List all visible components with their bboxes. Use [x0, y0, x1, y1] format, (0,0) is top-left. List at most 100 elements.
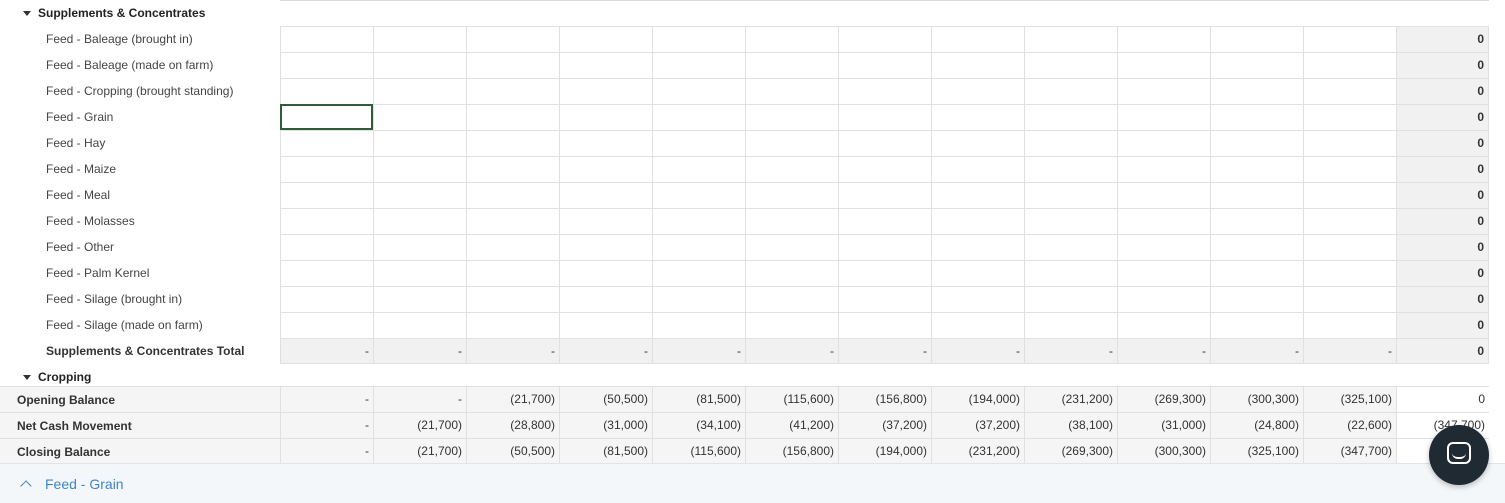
month-input-cell[interactable]: [652, 234, 745, 260]
month-input-cell[interactable]: [1210, 156, 1303, 182]
month-input-cell[interactable]: [652, 78, 745, 104]
month-input-cell[interactable]: [931, 156, 1024, 182]
month-input-cell[interactable]: [931, 182, 1024, 208]
month-input-cell[interactable]: [1024, 52, 1117, 78]
month-input-cell[interactable]: [373, 52, 466, 78]
month-input-cell[interactable]: [559, 286, 652, 312]
month-input-cell[interactable]: [1303, 286, 1396, 312]
month-input-cell[interactable]: [1303, 130, 1396, 156]
month-input-cell[interactable]: [373, 260, 466, 286]
month-input-cell[interactable]: [373, 26, 466, 52]
month-input-cell[interactable]: [652, 26, 745, 52]
month-input-cell[interactable]: [1210, 78, 1303, 104]
month-input-cell[interactable]: [1210, 208, 1303, 234]
month-input-cell[interactable]: [931, 78, 1024, 104]
month-input-cell[interactable]: [652, 130, 745, 156]
month-input-cell[interactable]: [931, 208, 1024, 234]
month-input-cell[interactable]: [373, 78, 466, 104]
month-input-cell[interactable]: [373, 130, 466, 156]
month-input-cell[interactable]: [1117, 130, 1210, 156]
month-input-cell[interactable]: [466, 208, 559, 234]
month-input-cell[interactable]: [466, 312, 559, 338]
month-input-cell[interactable]: [559, 52, 652, 78]
month-input-cell[interactable]: [745, 208, 838, 234]
month-input-cell[interactable]: [466, 260, 559, 286]
month-input-cell[interactable]: [1117, 156, 1210, 182]
month-input-cell[interactable]: [373, 182, 466, 208]
month-input-cell[interactable]: [1024, 182, 1117, 208]
month-input-cell[interactable]: [559, 208, 652, 234]
month-input-cell[interactable]: [280, 104, 373, 130]
month-input-cell[interactable]: [1210, 52, 1303, 78]
month-input-cell[interactable]: [1210, 312, 1303, 338]
month-input-cell[interactable]: [652, 104, 745, 130]
month-input-cell[interactable]: [652, 182, 745, 208]
detail-bar-title[interactable]: Feed - Grain: [45, 475, 124, 492]
section-title-cropping[interactable]: Cropping: [38, 370, 92, 384]
month-input-cell[interactable]: [1117, 208, 1210, 234]
month-input-cell[interactable]: [1303, 26, 1396, 52]
month-input-cell[interactable]: [931, 104, 1024, 130]
caret-down-icon[interactable]: [23, 10, 31, 16]
month-input-cell[interactable]: [652, 312, 745, 338]
month-input-cell[interactable]: [280, 312, 373, 338]
chat-launcher-button[interactable]: [1429, 425, 1489, 485]
month-input-cell[interactable]: [838, 26, 931, 52]
month-input-cell[interactable]: [1024, 286, 1117, 312]
month-input-cell[interactable]: [1117, 260, 1210, 286]
month-input-cell[interactable]: [1117, 286, 1210, 312]
month-input-cell[interactable]: [745, 156, 838, 182]
month-input-cell[interactable]: [1024, 104, 1117, 130]
month-input-cell[interactable]: [280, 234, 373, 260]
month-input-cell[interactable]: [1303, 208, 1396, 234]
month-input-cell[interactable]: [280, 156, 373, 182]
month-input-cell[interactable]: [1303, 52, 1396, 78]
month-input-cell[interactable]: [1210, 130, 1303, 156]
month-input-cell[interactable]: [1303, 234, 1396, 260]
month-input-cell[interactable]: [466, 286, 559, 312]
month-input-cell[interactable]: [931, 260, 1024, 286]
month-input-cell[interactable]: [652, 286, 745, 312]
month-input-cell[interactable]: [373, 234, 466, 260]
month-input-cell[interactable]: [466, 130, 559, 156]
month-input-cell[interactable]: [838, 52, 931, 78]
month-input-cell[interactable]: [1303, 182, 1396, 208]
month-input-cell[interactable]: [838, 104, 931, 130]
month-input-cell[interactable]: [373, 208, 466, 234]
month-input-cell[interactable]: [838, 286, 931, 312]
month-input-cell[interactable]: [466, 182, 559, 208]
month-input-cell[interactable]: [559, 156, 652, 182]
month-input-cell[interactable]: [280, 208, 373, 234]
caret-down-icon[interactable]: [23, 374, 31, 380]
month-input-cell[interactable]: [1117, 234, 1210, 260]
month-input-cell[interactable]: [1303, 260, 1396, 286]
month-input-cell[interactable]: [280, 286, 373, 312]
month-input-cell[interactable]: [1024, 312, 1117, 338]
month-input-cell[interactable]: [1210, 182, 1303, 208]
month-input-cell[interactable]: [466, 52, 559, 78]
month-input-cell[interactable]: [280, 52, 373, 78]
detail-bar[interactable]: Feed - Grain: [0, 463, 1505, 503]
section-title[interactable]: Supplements & Concentrates: [38, 6, 206, 20]
month-input-cell[interactable]: [931, 234, 1024, 260]
month-input-cell[interactable]: [745, 234, 838, 260]
month-input-cell[interactable]: [559, 182, 652, 208]
month-input-cell[interactable]: [838, 208, 931, 234]
month-input-cell[interactable]: [280, 26, 373, 52]
month-input-cell[interactable]: [280, 182, 373, 208]
month-input-cell[interactable]: [838, 182, 931, 208]
month-input-cell[interactable]: [1117, 104, 1210, 130]
month-input-cell[interactable]: [931, 312, 1024, 338]
month-input-cell[interactable]: [838, 234, 931, 260]
month-input-cell[interactable]: [838, 78, 931, 104]
month-input-cell[interactable]: [1024, 260, 1117, 286]
month-input-cell[interactable]: [1303, 312, 1396, 338]
month-input-cell[interactable]: [745, 182, 838, 208]
month-input-cell[interactable]: [1303, 156, 1396, 182]
month-input-cell[interactable]: [745, 312, 838, 338]
month-input-cell[interactable]: [838, 156, 931, 182]
month-input-cell[interactable]: [838, 130, 931, 156]
month-input-cell[interactable]: [1210, 234, 1303, 260]
month-input-cell[interactable]: [652, 260, 745, 286]
section-header-supplements[interactable]: Supplements & Concentrates: [0, 0, 205, 26]
